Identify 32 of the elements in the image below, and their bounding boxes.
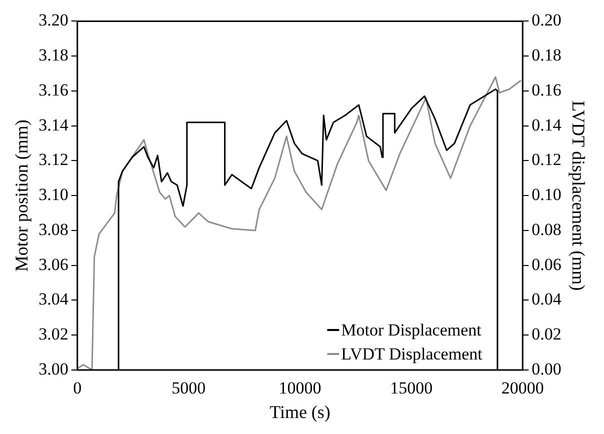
y2-tick-label: 0.02	[532, 324, 562, 344]
y2-tick-label: 0.10	[532, 185, 562, 204]
y2-tick-label: 0.06	[532, 254, 562, 274]
y2-axis-title: LVDT displacement (mm)	[568, 100, 588, 291]
y-tick-label: 3.18	[38, 46, 68, 65]
x-tick-label: 10000	[278, 378, 322, 398]
y-tick-label: 3.16	[38, 80, 68, 100]
y-tick-label: 3.00	[38, 359, 68, 378]
y-tick-label: 3.14	[38, 115, 69, 134]
x-tick-label: 20000	[501, 378, 544, 398]
legend-label: Motor Displacement	[341, 320, 482, 340]
y2-tick-label: 0.00	[532, 359, 562, 378]
x-tick-label: 5000	[172, 378, 206, 398]
x-axis-title: Time (s)	[270, 402, 330, 422]
y-tick-label: 3.12	[38, 150, 68, 170]
y-tick-label: 3.04	[38, 290, 69, 309]
y2-tick-label: 0.08	[532, 220, 562, 239]
y-axis-title: Motor position (mm)	[12, 120, 32, 272]
y2-tick-label: 0.16	[532, 80, 562, 100]
y2-tick-label: 0.12	[532, 150, 562, 170]
y2-tick-label: 0.14	[532, 115, 562, 134]
y2-tick-label: 0.04	[532, 290, 562, 309]
y-tick-label: 3.10	[38, 185, 68, 204]
y-tick-label: 3.02	[38, 324, 68, 344]
legend-label: LVDT Displacement	[341, 344, 483, 364]
y-tick-label: 3.20	[38, 10, 68, 30]
y-tick-label: 3.08	[38, 220, 68, 239]
y2-tick-label: 0.20	[532, 10, 562, 30]
y-tick-label: 3.06	[38, 254, 68, 274]
y2-tick-label: 0.18	[532, 46, 562, 65]
x-tick-label: 0	[73, 378, 82, 398]
x-tick-label: 15000	[390, 378, 433, 398]
